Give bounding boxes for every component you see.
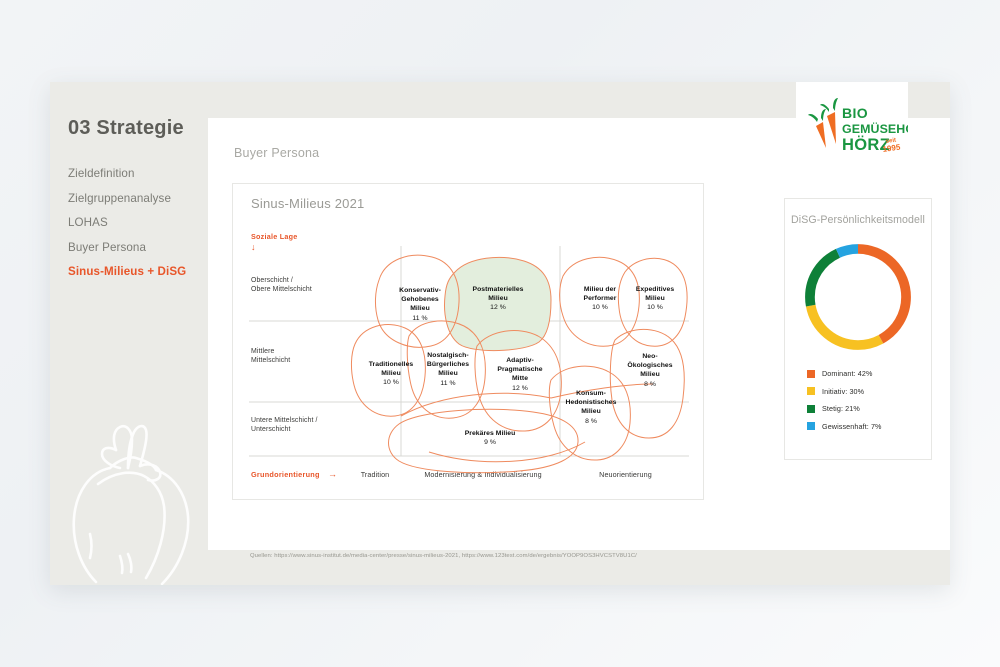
sidebar-item-lohas[interactable]: LOHAS	[68, 216, 108, 229]
milieu-bubble-postmaterielles-highlight	[444, 256, 552, 351]
logo-banner-shape	[796, 82, 908, 170]
donut-segment-stetig	[805, 244, 911, 350]
sinus-row-label-middle: Mittlere Mittelschicht	[251, 347, 339, 366]
sidebar-item-zielgruppenanalyse[interactable]: Zielgruppenanalyse	[68, 191, 171, 205]
down-arrow-icon: ↓	[251, 242, 256, 252]
legend-label: Initiativ: 30%	[822, 386, 865, 396]
slide-canvas: Buyer Persona Sinus-Milieus 2021 Soziale…	[208, 118, 950, 550]
legend-item-dominant: Dominant: 42%	[807, 369, 882, 378]
donut-svg	[805, 244, 911, 350]
logo-wordmark: BIO GEMÜSEHOF HÖRZ	[842, 105, 908, 154]
sinus-milieus-plot	[249, 246, 689, 474]
legend-label: Stetig: 21%	[822, 404, 860, 413]
legend-item-stetig: Stetig: 21%	[807, 404, 882, 413]
milieu-bubbles	[351, 254, 688, 474]
sinus-milieus-chart-card: Sinus-Milieus 2021 Soziale Lage ↓ Grundo…	[232, 183, 704, 500]
logo-line-bio: BIO	[842, 105, 868, 121]
legend-swatch	[807, 422, 815, 430]
logo-line-hoerz: HÖRZ	[842, 135, 890, 154]
legend-swatch	[807, 404, 815, 413]
sinus-col-label-neuorientierung: Neuorientierung	[599, 470, 652, 479]
legend-swatch	[807, 387, 815, 395]
company-logo: BIO GEMÜSEHOF HÖRZ seit 1995	[796, 82, 908, 170]
row-label-line1: Mittlere	[251, 348, 275, 355]
sinus-row-label-lower: Untere Mittelschicht / Unterschicht	[251, 416, 339, 435]
donut-segment-initiativ	[805, 244, 911, 350]
disg-legend: Dominant: 42% Initiativ: 30% Stetig: 21%…	[807, 369, 882, 439]
legend-label: Dominant: 42%	[822, 369, 873, 378]
bell-pepper-illustration	[72, 424, 190, 585]
legend-item-gewissenhaft: Gewissenhaft: 7%	[807, 422, 882, 431]
legend-label: Gewissenhaft: 7%	[822, 421, 882, 431]
sinus-row-label-upper: Oberschicht / Obere Mittelschicht	[251, 276, 339, 295]
badge-seit: seit	[885, 138, 896, 145]
row-label-line2: Mittelschicht	[251, 357, 291, 365]
right-arrow-icon: →	[328, 469, 337, 479]
row-label-line2: Unterschicht	[251, 426, 291, 434]
slide-sidebar: 03 Strategie Zieldefinition Zielgruppena…	[50, 82, 208, 585]
logo-since-badge: seit 1995	[882, 138, 901, 154]
sinus-x-axis-label: Grundorientierung	[251, 470, 320, 479]
sinus-chart-title: Sinus-Milieus 2021	[251, 196, 365, 211]
canvas-heading: Buyer Persona	[234, 146, 320, 160]
sources-footer: Quellen: https://www.sinus-institut.de/m…	[250, 553, 637, 559]
disg-chart-title: DiSG-Persönlichkeitsmodell	[791, 214, 925, 226]
sidebar-item-sinus-milieus-disg[interactable]: Sinus-Milieus + DiSG	[68, 265, 187, 278]
disg-donut-chart	[804, 243, 912, 351]
donut-segment-gewissenhaft	[805, 244, 911, 350]
legend-item-initiativ: Initiativ: 30%	[807, 387, 882, 396]
carrot-icon	[808, 98, 838, 148]
page-title: 03 Strategie	[68, 117, 184, 139]
row-label-line1: Untere Mittelschicht /	[251, 417, 318, 424]
sinus-col-label-modernisierung: Modernisierung & Individualisierung	[424, 470, 542, 479]
legend-swatch	[807, 369, 815, 378]
sinus-y-axis-label: Soziale Lage	[251, 232, 298, 241]
disg-chart-card: DiSG-Persönlichkeitsmodell Dominant: 42%…	[784, 198, 932, 460]
sidebar-item-buyer-persona[interactable]: Buyer Persona	[68, 240, 146, 254]
logo-line-gemuesehof: GEMÜSEHOF	[842, 121, 908, 136]
sinus-col-label-tradition: Tradition	[360, 470, 390, 479]
badge-year: 1995	[882, 143, 901, 154]
row-label-line2: Obere Mittelschicht	[251, 286, 312, 294]
presentation-slide: 03 Strategie Zieldefinition Zielgruppena…	[50, 82, 950, 585]
sidebar-item-zieldefinition[interactable]: Zieldefinition	[68, 167, 135, 180]
row-label-line1: Oberschicht /	[251, 277, 293, 284]
